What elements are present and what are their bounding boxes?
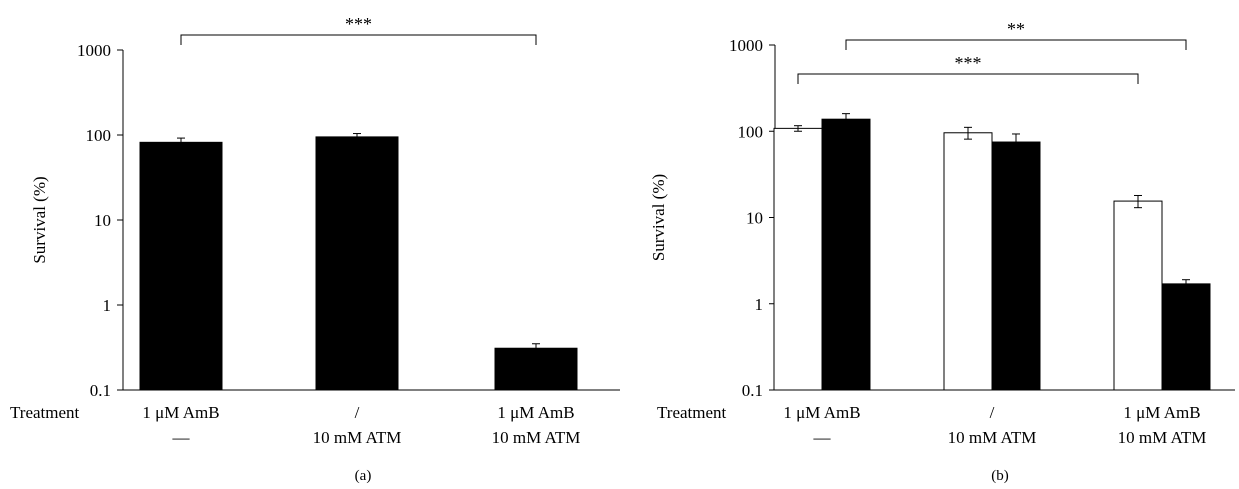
significance-bracket: [180, 34, 537, 45]
significance-label: ***: [955, 53, 982, 73]
y-tick-label: 10: [746, 209, 763, 228]
y-tick-label: 1000: [77, 41, 111, 60]
bar: [1161, 283, 1211, 391]
category-label-line1: /: [990, 403, 995, 422]
panel-label: (b): [991, 468, 1009, 484]
category-label-line1: 1 μM AmB: [1123, 403, 1200, 422]
bar: [943, 132, 993, 391]
category-label-line2: 10 mM ATM: [948, 428, 1037, 447]
y-tick-label: 100: [738, 122, 764, 141]
y-tick-label: 1: [755, 295, 764, 314]
bar: [139, 141, 223, 391]
y-tick-label: 10: [94, 211, 111, 230]
significance-bracket: [797, 73, 1139, 84]
y-tick-label: 0.1: [90, 381, 111, 400]
bar: [991, 141, 1041, 391]
significance-bracket: [845, 39, 1187, 50]
category-label-line1: 1 μM AmB: [497, 403, 574, 422]
bar: [773, 127, 823, 391]
y-tick-label: 100: [86, 126, 112, 145]
panel-label: (a): [355, 468, 372, 484]
bar: [1113, 200, 1163, 391]
bar: [821, 118, 871, 391]
treatment-label: Treatment: [10, 403, 80, 422]
treatment-label: Treatment: [657, 403, 727, 422]
significance-label: ***: [345, 14, 372, 34]
y-tick-label: 0.1: [742, 381, 763, 400]
category-label-line1: 1 μM AmB: [783, 403, 860, 422]
category-label-line2: 10 mM ATM: [492, 428, 581, 447]
category-label-line2: —: [172, 428, 191, 447]
bar: [315, 136, 399, 391]
category-label-line1: 1 μM AmB: [142, 403, 219, 422]
category-label-line2: 10 mM ATM: [313, 428, 402, 447]
category-label-line1: /: [355, 403, 360, 422]
y-axis-label: Survival (%): [649, 174, 668, 261]
category-label-line2: 10 mM ATM: [1118, 428, 1207, 447]
bar: [494, 347, 578, 391]
y-axis-label: Survival (%): [30, 176, 49, 263]
significance-label: **: [1007, 19, 1025, 39]
category-label-line2: —: [813, 428, 832, 447]
panel-a-chart: 0.1 1 10 100 1000 Survival (%) *** Treatment 1 μ…: [10, 14, 620, 484]
y-tick-label: 1: [103, 296, 112, 315]
y-tick-label: 1000: [729, 36, 763, 55]
